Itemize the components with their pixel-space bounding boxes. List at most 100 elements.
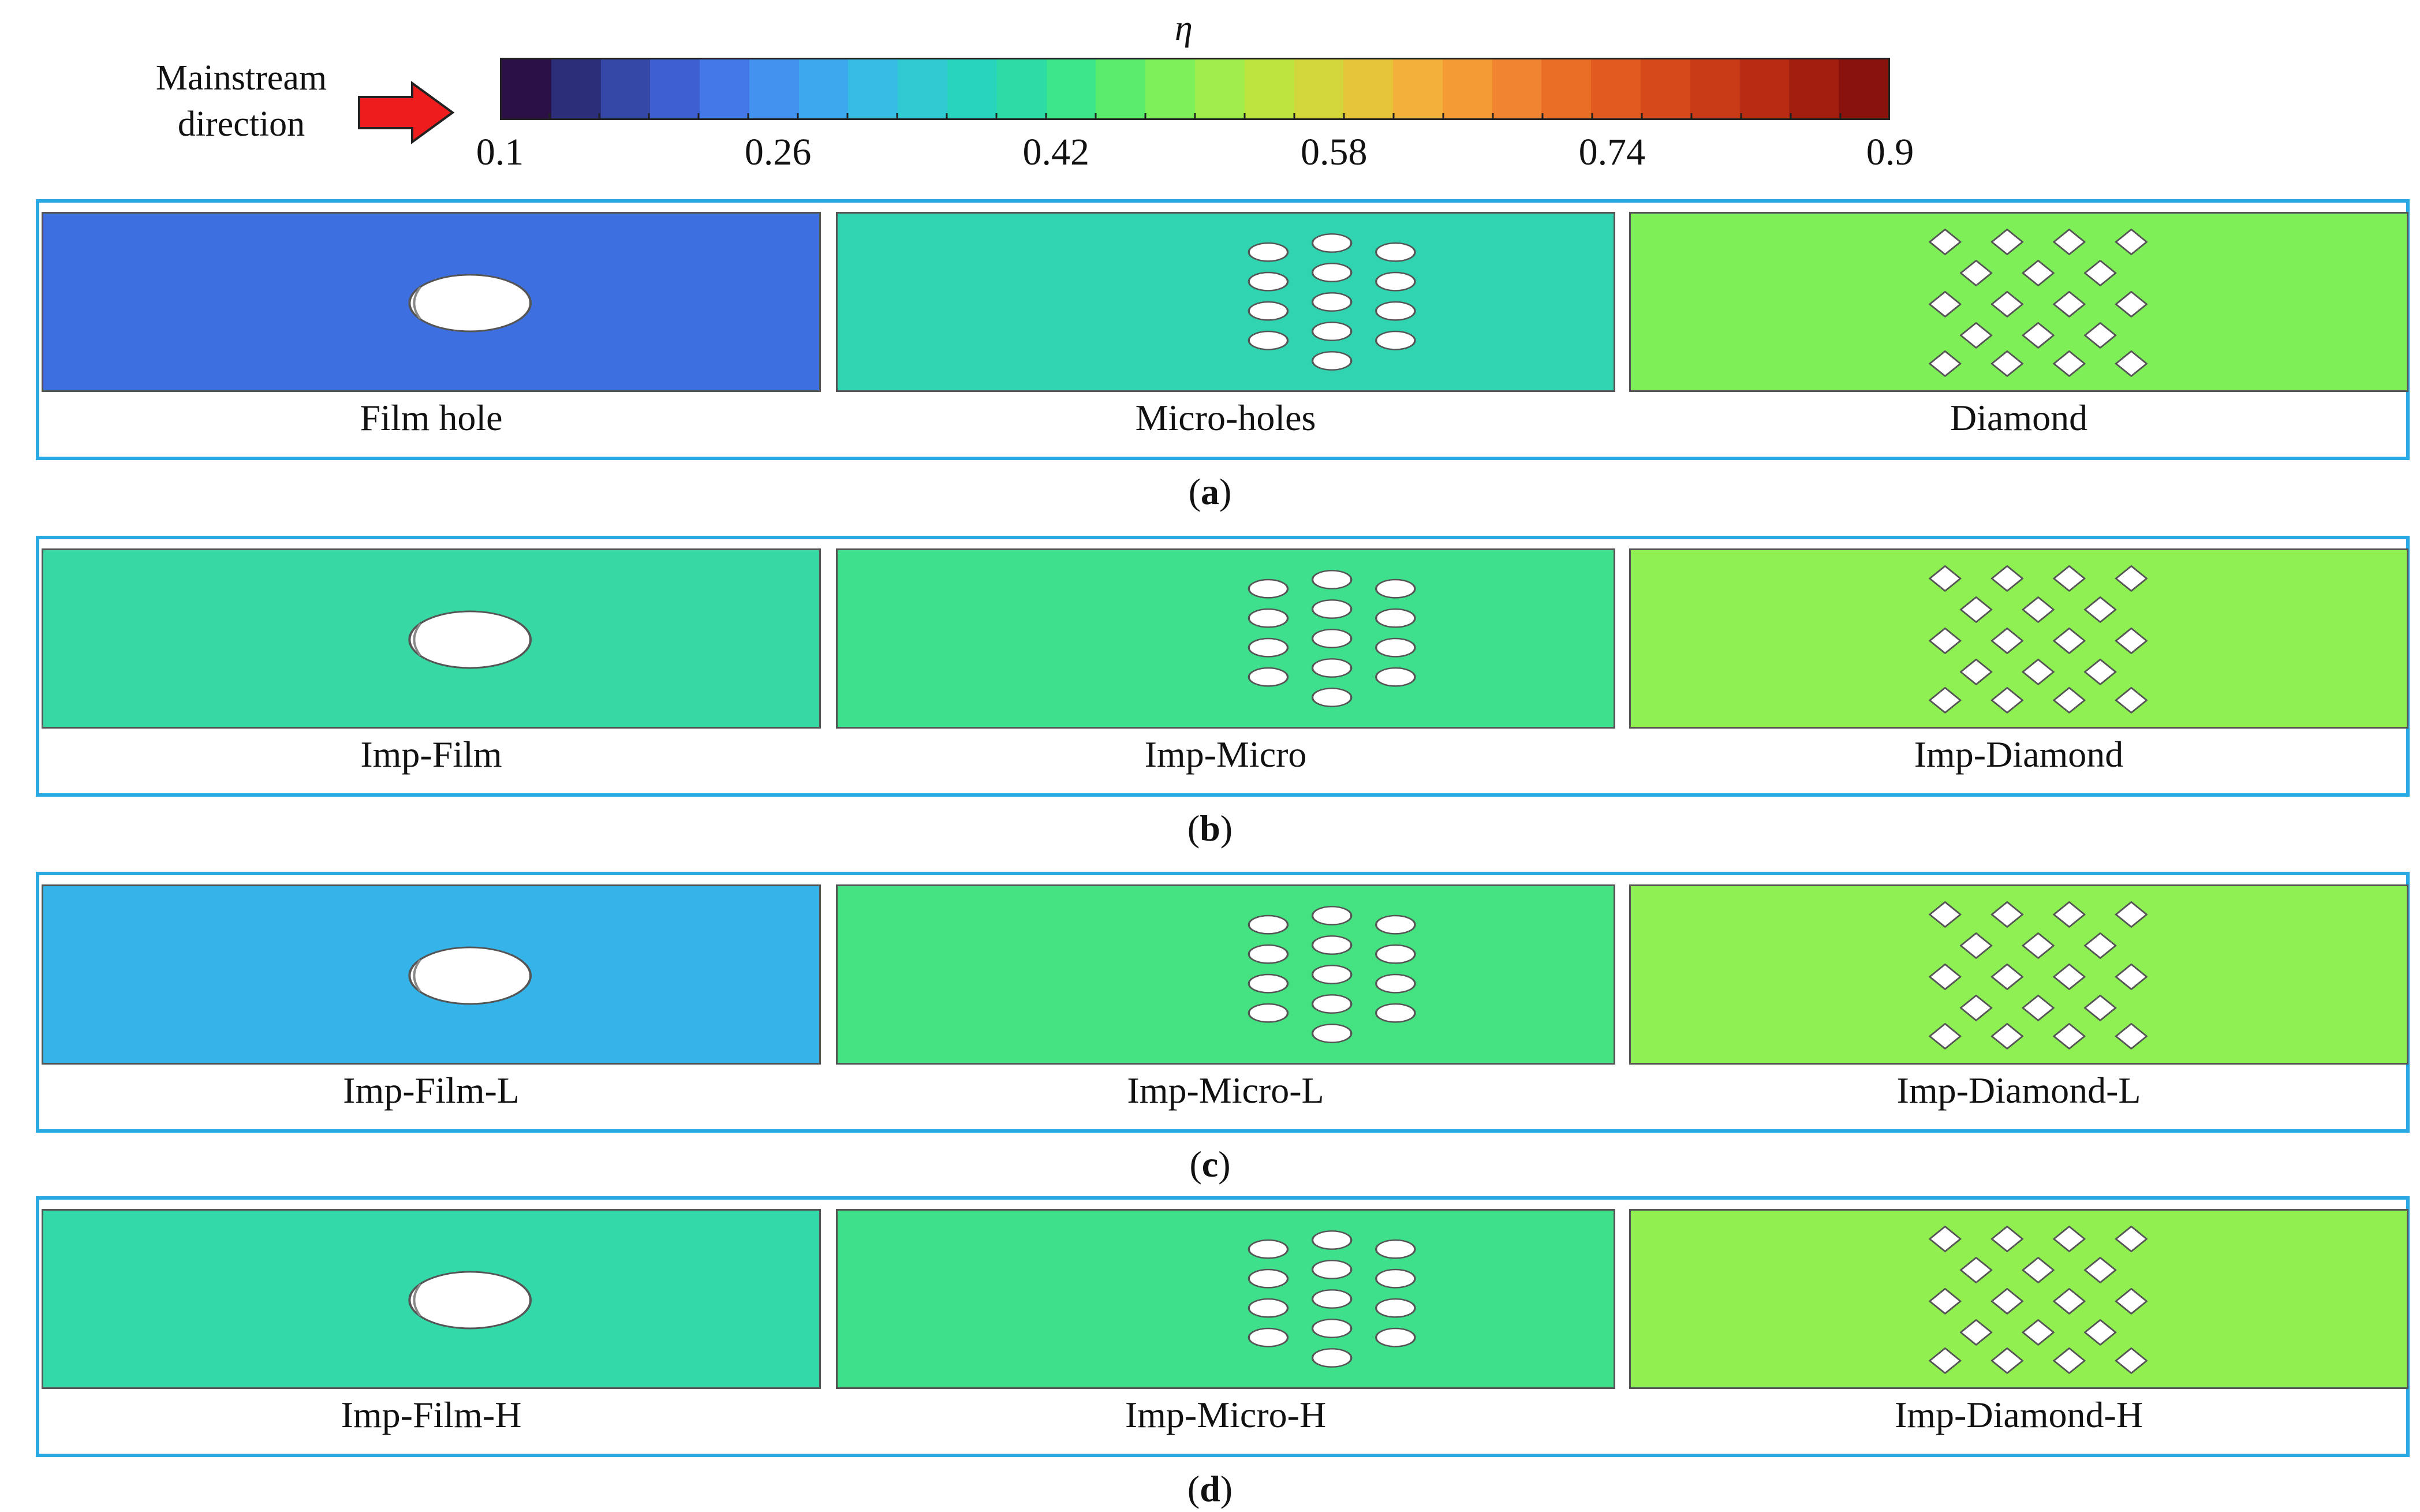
diamond-hole	[1959, 995, 1993, 1021]
diamond-hole	[2083, 322, 2117, 349]
micro-hole	[1248, 637, 1289, 658]
contour-svg	[838, 550, 1614, 727]
diamond-hole	[1990, 901, 2024, 928]
diamond-hole	[2083, 932, 2117, 959]
diamond-hole	[2053, 1226, 2086, 1252]
colorbar	[500, 58, 1890, 120]
panel-letter-text: c	[1201, 1144, 1219, 1185]
contour-svg	[43, 886, 819, 1063]
micro-hole	[1311, 906, 1353, 925]
diamond-hole	[1959, 1319, 1993, 1346]
contour-plot-diamond	[1629, 1209, 2408, 1389]
diamond-hole	[1929, 565, 1962, 592]
diamond-hole	[1990, 1347, 2024, 1374]
contour-plot-film	[42, 548, 821, 729]
micro-hole	[1311, 1024, 1353, 1043]
colorbar-tick-label: 0.9	[1866, 131, 1914, 173]
colorbar-swatch	[1294, 59, 1344, 118]
micro-hole	[1311, 1348, 1353, 1368]
diamond-hole	[1929, 901, 1962, 928]
case-label: Imp-Diamond	[1914, 734, 2124, 775]
film-hole	[408, 1271, 532, 1330]
colorbar-swatch	[600, 59, 651, 118]
micro-hole	[1248, 330, 1289, 350]
micro-hole	[1311, 965, 1353, 984]
diamond-hole	[1929, 964, 1962, 990]
contour-svg	[1631, 886, 2407, 1063]
colorbar-swatch	[898, 59, 948, 118]
panel-letter: (a)	[1188, 471, 1232, 512]
micro-hole	[1248, 914, 1289, 935]
contour-plot-micro	[836, 884, 1615, 1065]
case-label: Imp-Diamond-L	[1896, 1070, 2141, 1111]
micro-hole	[1248, 944, 1289, 964]
panel-letter-text: b	[1200, 808, 1220, 849]
micro-hole	[1248, 1003, 1289, 1023]
micro-hole	[1375, 637, 1416, 658]
micro-hole	[1375, 1003, 1416, 1023]
diamond-hole	[2115, 1347, 2148, 1374]
colorbar-swatch	[1789, 59, 1839, 118]
diamond-hole	[2083, 1257, 2117, 1283]
diamond-hole	[2053, 901, 2086, 928]
diamond-hole	[1990, 1226, 2024, 1252]
diamond-hole	[2083, 596, 2117, 623]
colorbar-swatch	[1640, 59, 1690, 118]
colorbar-tick-label: 0.1	[476, 131, 524, 173]
micro-hole	[1375, 330, 1416, 350]
diamond-hole	[1990, 291, 2024, 318]
contour-plot-micro	[836, 548, 1615, 729]
micro-hole	[1375, 608, 1416, 628]
film-holes	[408, 1271, 532, 1330]
colorbar-swatch	[1690, 59, 1740, 118]
diamond-hole	[2053, 229, 2086, 255]
diamond-hole	[1990, 350, 2024, 377]
colorbar-tick-label: 0.74	[1578, 131, 1646, 173]
film-hole-inlet-edge	[413, 286, 421, 320]
diamond-hole	[2053, 1023, 2086, 1050]
case-label: Imp-Micro	[1144, 734, 1307, 775]
contour-svg	[1631, 550, 2407, 727]
contour-svg	[838, 214, 1614, 390]
micro-hole	[1375, 242, 1416, 262]
micro-hole	[1248, 1239, 1289, 1259]
colorbar-swatch	[1046, 59, 1096, 118]
micro-hole	[1311, 599, 1353, 619]
micro-hole	[1375, 1327, 1416, 1347]
case-label: Micro-holes	[1135, 397, 1316, 438]
contour-band	[838, 1211, 1614, 1387]
contour-plot-diamond	[1629, 884, 2408, 1065]
micro-hole	[1248, 271, 1289, 292]
micro-hole	[1311, 1230, 1353, 1250]
colorbar-minor-ticks	[500, 113, 1890, 120]
diamond-hole	[2115, 687, 2148, 714]
colorbar-swatch	[650, 59, 700, 118]
micro-hole	[1375, 271, 1416, 292]
diamond-hole	[1990, 687, 2024, 714]
micro-holes	[1248, 233, 1416, 371]
colorbar-swatch	[1393, 59, 1443, 118]
micro-hole	[1375, 1268, 1416, 1289]
micro-hole	[1311, 629, 1353, 648]
diamond-hole	[2022, 322, 2055, 349]
diamond-hole	[1959, 596, 1993, 623]
contour-band	[838, 214, 1614, 390]
film-hole-inlet-edge	[413, 1283, 421, 1317]
diamond-hole	[2022, 995, 2055, 1021]
diamond-hole	[1929, 628, 1962, 654]
diamond-hole	[2115, 1288, 2148, 1315]
diamond-hole	[1959, 322, 1993, 349]
diamond-hole	[1990, 1023, 2024, 1050]
diamond-hole	[2083, 1319, 2117, 1346]
contour-svg	[1631, 214, 2407, 390]
diamond-hole	[2022, 1257, 2055, 1283]
panel-letter-text: a	[1201, 471, 1219, 512]
diamond-hole	[2022, 932, 2055, 959]
contour-plot-film	[42, 212, 821, 392]
diamond-hole	[1990, 565, 2024, 592]
diamond-hole	[1959, 659, 1993, 685]
diamond-hole	[1929, 291, 1962, 318]
micro-hole	[1311, 570, 1353, 589]
case-label: Diamond	[1950, 397, 2088, 438]
colorbar-swatch	[1244, 59, 1294, 118]
